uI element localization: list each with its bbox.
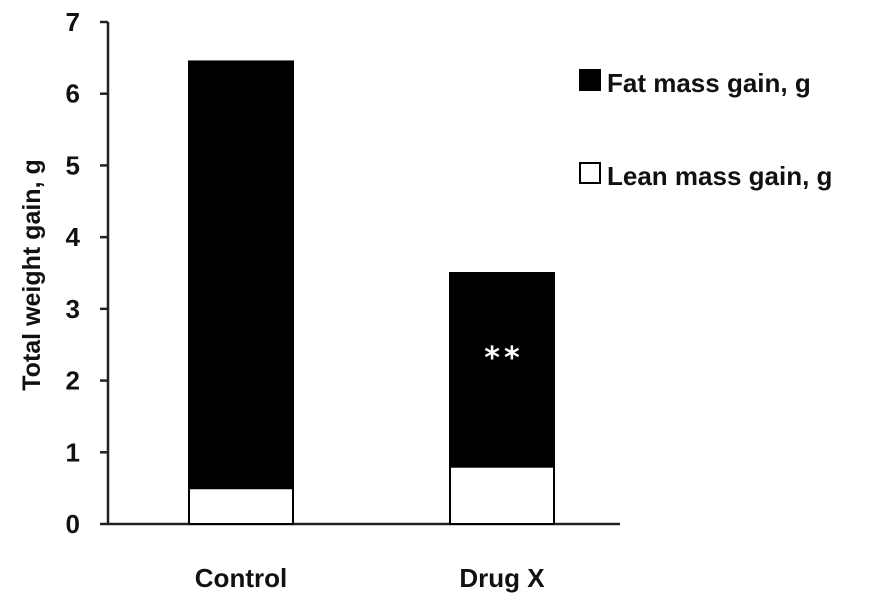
legend: Fat mass gain, g Lean mass gain, g (579, 68, 832, 191)
bars (188, 60, 555, 525)
y-tick-label: 0 (66, 509, 80, 539)
y-tick-label: 4 (66, 222, 81, 252)
bar-lean-0 (188, 487, 294, 525)
bar-lean-1 (449, 465, 555, 525)
bar-fat-0 (188, 60, 294, 490)
y-tick-label: 6 (66, 79, 80, 109)
y-tick-label: 7 (66, 7, 80, 37)
y-tick-label: 5 (66, 150, 80, 180)
bar-fat-1 (449, 272, 555, 468)
x-tick-label: Control (195, 563, 287, 593)
legend-swatch-fat (579, 69, 601, 91)
legend-swatch-lean (579, 162, 601, 184)
y-tick-label: 1 (66, 437, 80, 467)
significance-annotation: ** (484, 341, 523, 376)
legend-label-fat: Fat mass gain, g (607, 68, 811, 98)
y-axis-label: Total weight gain, g (18, 159, 46, 390)
category-labels: Control Drug X (195, 563, 545, 593)
annotations: ** (484, 341, 523, 376)
y-tick-label: 3 (66, 294, 80, 324)
y-ticks: 0 1 2 3 4 5 6 7 (66, 7, 108, 539)
y-tick-label: 2 (66, 366, 80, 396)
x-tick-label: Drug X (459, 563, 545, 593)
legend-label-lean: Lean mass gain, g (607, 161, 832, 191)
